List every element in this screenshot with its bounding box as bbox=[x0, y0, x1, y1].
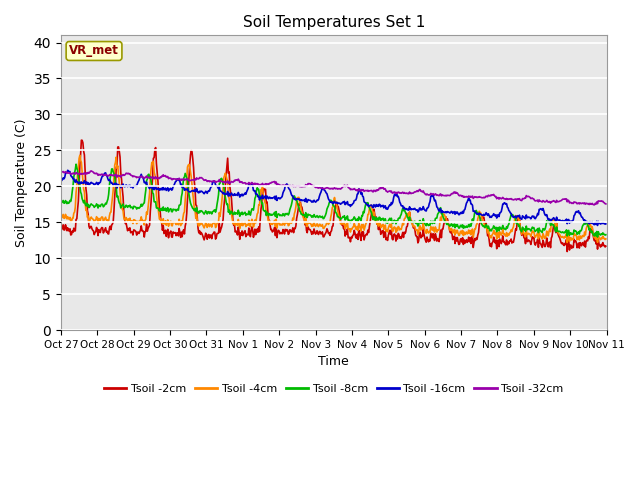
Tsoil -2cm bbox=[179, 228, 187, 234]
Tsoil -4cm bbox=[57, 214, 65, 219]
Tsoil -4cm bbox=[179, 215, 187, 221]
Tsoil -32cm bbox=[401, 190, 408, 195]
Text: VR_met: VR_met bbox=[69, 45, 119, 58]
Tsoil -4cm bbox=[417, 223, 424, 229]
Tsoil -2cm bbox=[563, 249, 571, 254]
Tsoil -4cm bbox=[124, 218, 131, 224]
Tsoil -2cm bbox=[67, 232, 75, 238]
Tsoil -16cm bbox=[602, 221, 610, 227]
Tsoil -8cm bbox=[594, 234, 602, 240]
Y-axis label: Soil Temperature (C): Soil Temperature (C) bbox=[15, 119, 28, 247]
Tsoil -8cm bbox=[208, 211, 216, 217]
Tsoil -16cm bbox=[208, 183, 216, 189]
Tsoil -32cm bbox=[602, 201, 610, 207]
Tsoil -32cm bbox=[417, 187, 424, 192]
Line: Tsoil -32cm: Tsoil -32cm bbox=[61, 171, 606, 205]
Tsoil -2cm bbox=[602, 243, 610, 249]
Tsoil -4cm bbox=[401, 216, 408, 222]
Tsoil -2cm bbox=[417, 229, 424, 235]
Tsoil -8cm bbox=[401, 206, 408, 212]
Line: Tsoil -2cm: Tsoil -2cm bbox=[61, 140, 606, 252]
Tsoil -16cm bbox=[64, 168, 72, 173]
Tsoil -16cm bbox=[594, 223, 602, 228]
Tsoil -2cm bbox=[401, 229, 408, 235]
Tsoil -16cm bbox=[417, 205, 424, 211]
Tsoil -16cm bbox=[68, 174, 76, 180]
Tsoil -16cm bbox=[179, 184, 187, 190]
Tsoil -2cm bbox=[77, 137, 85, 143]
Tsoil -4cm bbox=[602, 236, 610, 242]
Tsoil -4cm bbox=[208, 224, 216, 230]
Tsoil -8cm bbox=[57, 199, 65, 204]
Legend: Tsoil -2cm, Tsoil -4cm, Tsoil -8cm, Tsoil -16cm, Tsoil -32cm: Tsoil -2cm, Tsoil -4cm, Tsoil -8cm, Tsoi… bbox=[100, 379, 568, 398]
Tsoil -8cm bbox=[602, 232, 610, 238]
Tsoil -32cm bbox=[208, 179, 216, 185]
Tsoil -2cm bbox=[124, 228, 131, 234]
Tsoil -8cm bbox=[179, 181, 187, 187]
Tsoil -4cm bbox=[563, 240, 571, 245]
Line: Tsoil -4cm: Tsoil -4cm bbox=[61, 156, 606, 242]
Tsoil -16cm bbox=[57, 177, 65, 183]
Tsoil -2cm bbox=[208, 236, 216, 241]
Tsoil -32cm bbox=[57, 169, 65, 175]
Tsoil -32cm bbox=[88, 168, 95, 174]
Tsoil -4cm bbox=[67, 219, 75, 225]
Tsoil -8cm bbox=[72, 161, 80, 167]
Tsoil -32cm bbox=[179, 176, 187, 182]
Tsoil -32cm bbox=[67, 171, 75, 177]
Line: Tsoil -16cm: Tsoil -16cm bbox=[61, 170, 606, 226]
Tsoil -2cm bbox=[57, 225, 65, 230]
Tsoil -8cm bbox=[124, 204, 131, 210]
X-axis label: Time: Time bbox=[318, 355, 349, 369]
Title: Soil Temperatures Set 1: Soil Temperatures Set 1 bbox=[243, 15, 425, 30]
Tsoil -8cm bbox=[417, 217, 424, 223]
Tsoil -8cm bbox=[67, 199, 75, 204]
Tsoil -4cm bbox=[76, 153, 84, 158]
Tsoil -16cm bbox=[401, 204, 408, 210]
Tsoil -16cm bbox=[124, 184, 131, 190]
Tsoil -32cm bbox=[124, 171, 131, 177]
Line: Tsoil -8cm: Tsoil -8cm bbox=[61, 164, 606, 237]
Tsoil -32cm bbox=[591, 202, 598, 208]
